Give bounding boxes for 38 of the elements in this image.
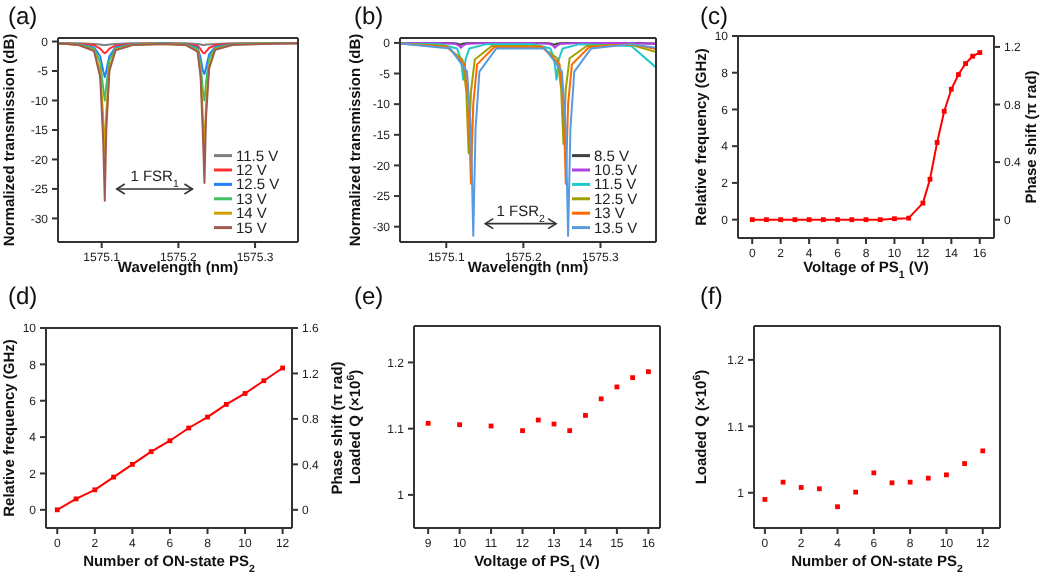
point xyxy=(223,401,229,407)
chart-title: (b) xyxy=(354,2,384,30)
chart-title: (e) xyxy=(354,282,384,310)
point xyxy=(877,217,883,223)
point xyxy=(598,396,604,402)
point xyxy=(261,378,267,384)
point xyxy=(871,470,877,476)
point xyxy=(920,200,926,206)
point xyxy=(853,489,859,495)
line-series xyxy=(400,42,656,237)
line-series xyxy=(58,42,298,202)
point xyxy=(457,422,463,428)
point xyxy=(792,217,798,223)
point xyxy=(778,217,784,223)
point xyxy=(849,217,855,223)
point xyxy=(970,53,976,59)
point xyxy=(645,369,651,375)
point xyxy=(630,375,636,381)
line-series xyxy=(749,50,983,223)
point xyxy=(907,479,913,485)
chart-title: (f) xyxy=(700,282,723,310)
line-series xyxy=(54,365,286,513)
point xyxy=(948,86,954,92)
point xyxy=(54,507,60,513)
point xyxy=(806,217,812,223)
point xyxy=(906,215,912,221)
point xyxy=(749,217,755,223)
point xyxy=(925,475,931,481)
point xyxy=(92,487,98,493)
point xyxy=(820,217,826,223)
chart-title: (a) xyxy=(8,2,38,30)
chart-title: (c) xyxy=(700,2,728,30)
point xyxy=(425,420,431,426)
point xyxy=(148,449,154,455)
chart-title: (d) xyxy=(8,282,38,310)
point xyxy=(567,428,573,434)
point xyxy=(816,486,822,492)
point xyxy=(941,108,947,114)
